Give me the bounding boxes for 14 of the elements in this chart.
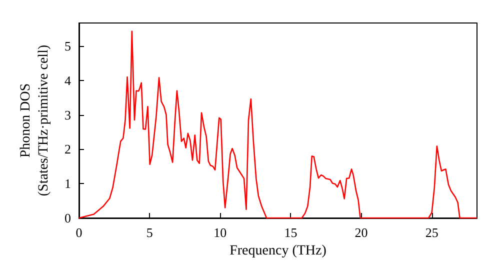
- y-tick-label: 1: [64, 176, 71, 192]
- y-tick-label: 0: [64, 210, 71, 226]
- y-tick-label: 3: [64, 107, 71, 122]
- x-tick-label: 0: [76, 225, 82, 240]
- x-tick-label: 5: [146, 225, 153, 240]
- y-tick-label: 2: [64, 142, 71, 157]
- x-axis-title: Frequency (THz): [230, 243, 327, 258]
- x-tick-label: 15: [284, 225, 298, 240]
- y-tick-label: 4: [64, 72, 72, 88]
- x-tick-label: 25: [425, 225, 438, 240]
- x-tick-label: 10: [214, 225, 227, 240]
- y-axis-title: Phonon DOS (States/THz·primitive cell): [18, 44, 52, 196]
- x-tick-label: 20: [354, 225, 368, 240]
- y-tick-label: 5: [64, 38, 71, 54]
